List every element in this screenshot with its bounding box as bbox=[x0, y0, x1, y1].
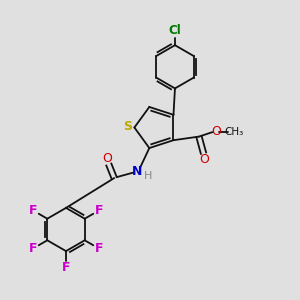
Text: CH₃: CH₃ bbox=[224, 127, 243, 137]
Text: O: O bbox=[200, 153, 210, 166]
Text: F: F bbox=[28, 242, 37, 255]
Text: O: O bbox=[102, 152, 112, 165]
Text: O: O bbox=[211, 125, 221, 138]
Text: Cl: Cl bbox=[169, 24, 181, 37]
Text: F: F bbox=[28, 204, 37, 217]
Text: F: F bbox=[62, 261, 70, 274]
Text: F: F bbox=[95, 242, 103, 255]
Text: N: N bbox=[131, 165, 142, 178]
Text: H: H bbox=[144, 171, 152, 181]
Text: F: F bbox=[95, 204, 103, 217]
Text: S: S bbox=[123, 120, 132, 134]
